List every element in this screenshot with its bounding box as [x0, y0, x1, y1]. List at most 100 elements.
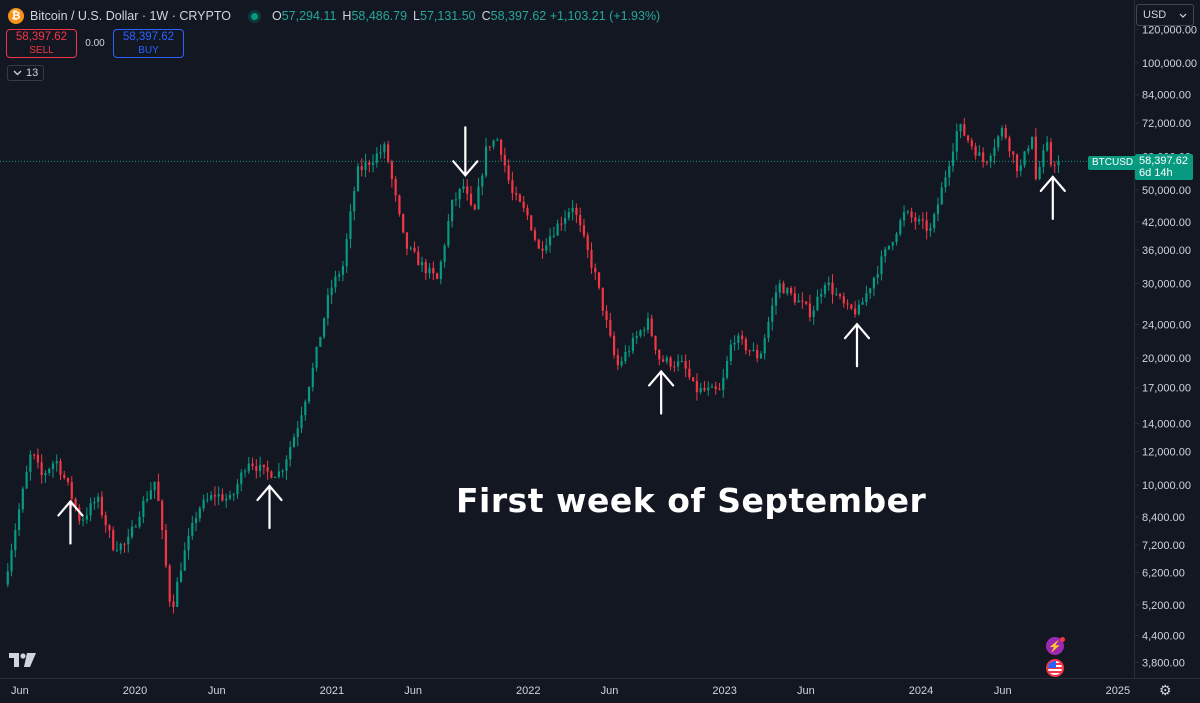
candle-body [951, 151, 955, 166]
candle-body [40, 462, 43, 476]
candle-body [1019, 165, 1022, 172]
sell-label: SELL [29, 44, 54, 56]
candle-body [48, 468, 51, 473]
candle-body [1030, 136, 1034, 149]
time-axis[interactable]: Jun 2020 Jun 2021 Jun 2022 Jun 2023 Jun 2024 Jun 20… [11, 685, 1130, 697]
candle-body [232, 494, 235, 496]
candle-body [161, 500, 164, 531]
x-tick-label: Jun [404, 685, 422, 697]
candle-body [1042, 150, 1045, 167]
candle-body [989, 155, 992, 162]
candle-body [797, 300, 800, 303]
candle-body [545, 245, 548, 251]
candle-body [703, 387, 706, 391]
candle-body [654, 335, 657, 350]
candle-body [93, 501, 96, 504]
candle-body [733, 342, 736, 345]
candle-body [428, 267, 431, 274]
candle-body [14, 530, 17, 551]
candle-body [97, 496, 100, 502]
x-tick-label: Jun [208, 685, 226, 697]
candle-body [548, 236, 552, 246]
candle-body [993, 147, 996, 156]
candle-body [1008, 137, 1011, 152]
candle-body [838, 294, 842, 297]
candle-body [477, 186, 480, 210]
candle-body [115, 549, 119, 551]
candle-body [612, 335, 616, 356]
candle-body [191, 522, 194, 536]
candle-body [567, 212, 570, 218]
candle-body [861, 302, 864, 305]
candle-body [387, 144, 390, 162]
y-tick-label: 100,000.00 [1142, 58, 1197, 70]
candle-body [100, 496, 104, 516]
candle-body [876, 274, 879, 278]
candle-body [771, 305, 774, 322]
candle-body [398, 195, 401, 214]
candle-body [345, 239, 348, 267]
candle-body [262, 464, 265, 468]
candle-body [104, 515, 107, 526]
price-axis[interactable]: 120,000.00100,000.0084,000.0072,000.0060… [1134, 24, 1197, 669]
candle-body [123, 543, 126, 545]
buy-price: 58,397.62 [122, 30, 175, 43]
us-flag-icon[interactable] [1046, 659, 1064, 677]
flash-icon[interactable]: ⚡ [1046, 637, 1064, 655]
y-tick-label: 7,200.00 [1142, 540, 1185, 552]
candle-body [213, 495, 216, 497]
candle-body [789, 288, 793, 294]
tradingview-logo[interactable] [9, 652, 37, 668]
buy-button[interactable]: 58,397.62 BUY [113, 29, 184, 58]
candle-body [560, 223, 563, 225]
bar-countdown: 6d 14h [1139, 167, 1173, 179]
candle-body [266, 467, 269, 472]
candle-body [6, 571, 9, 585]
candle-body [518, 194, 522, 202]
candle-body [725, 360, 729, 378]
candle-body [590, 249, 593, 268]
candle-body [902, 212, 906, 221]
candle-body [55, 461, 58, 464]
candle-body [869, 288, 872, 294]
candle-body [891, 242, 894, 246]
candle-body [718, 389, 721, 391]
candle-body [439, 261, 442, 279]
candle-body [910, 211, 913, 218]
candle-body [564, 217, 567, 224]
candle-body [492, 140, 495, 147]
trade-panel: 58,397.62 SELL 0.00 58,397.62 BUY [6, 29, 184, 58]
candle-body [933, 214, 936, 229]
candle-body [921, 219, 924, 221]
symbol-title[interactable]: Bitcoin / U.S. Dollar · 1W · CRYPTO [30, 9, 231, 23]
indicator-toggle-button[interactable]: 13 [7, 65, 45, 81]
market-status-icon [250, 12, 258, 20]
candle-body [515, 193, 518, 195]
candle-body [605, 310, 608, 321]
candle-body [240, 472, 243, 485]
candle-body [1023, 151, 1026, 166]
candle-body [846, 303, 849, 305]
candle-body [571, 207, 574, 213]
arrow-up-icon [256, 484, 283, 530]
candle-body [176, 581, 179, 607]
candle-body [36, 454, 39, 463]
candle-body [763, 338, 766, 354]
candle-body [1046, 142, 1049, 151]
candle-body [435, 273, 439, 279]
candle-body [277, 471, 281, 477]
settings-icon[interactable]: ⚙ [1159, 682, 1172, 698]
candle-body [202, 499, 205, 509]
candle-body [552, 235, 555, 237]
arrow-up-icon [843, 322, 871, 368]
candle-body [831, 282, 834, 295]
y-tick-label: 120,000.00 [1142, 24, 1197, 36]
candle-body [707, 387, 710, 391]
sell-button[interactable]: 58,397.62 SELL [6, 29, 77, 58]
candle-body [1015, 154, 1019, 172]
currency-select[interactable]: USD [1136, 4, 1194, 26]
candle-body [936, 204, 940, 215]
candle-body [786, 288, 789, 294]
x-tick-label: Jun [797, 685, 815, 697]
